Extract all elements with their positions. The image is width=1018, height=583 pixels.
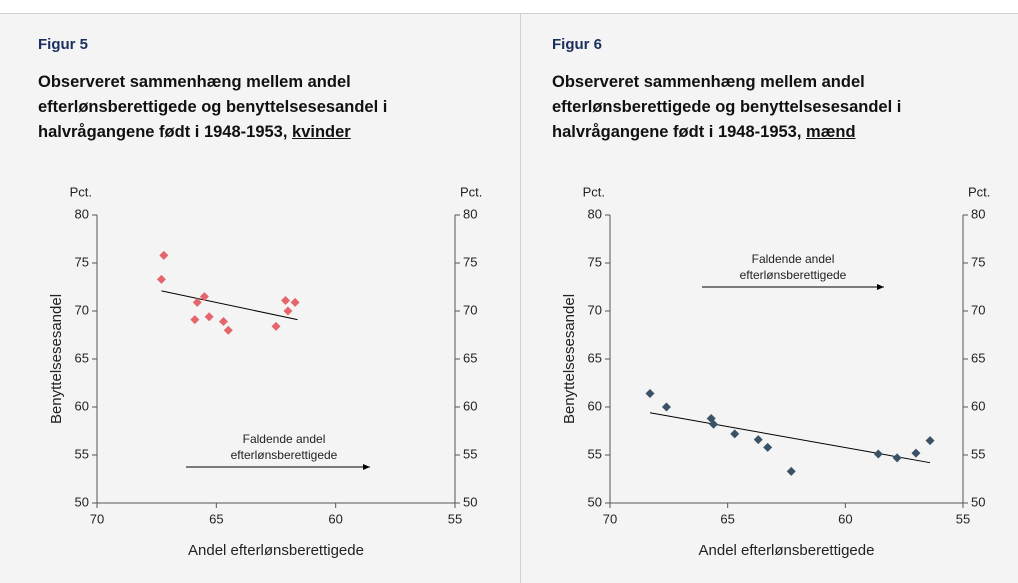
y-tick-label: 70 <box>75 302 89 317</box>
point <box>218 317 228 327</box>
x-tick-label: 65 <box>720 511 734 526</box>
point <box>645 389 655 399</box>
point <box>661 402 671 412</box>
annotation: Faldende andel <box>752 252 835 266</box>
y-tick-label: 65 <box>588 350 602 365</box>
y-tick-label: 80 <box>75 206 89 221</box>
point <box>156 274 166 284</box>
y-unit: Pct. <box>583 184 605 199</box>
point <box>159 250 169 260</box>
y-tick-label: 75 <box>588 254 602 269</box>
annotation: efterlønsberettigede <box>740 268 847 282</box>
point <box>271 321 281 331</box>
y2-tick-label: 80 <box>971 206 985 221</box>
annotation: efterlønsberettigede <box>231 448 338 462</box>
y2-tick-label: 70 <box>463 302 477 317</box>
point <box>753 435 763 445</box>
y-tick-label: 80 <box>588 206 602 221</box>
y2-unit: Pct. <box>968 184 990 199</box>
point <box>911 448 921 458</box>
y-tick-label: 60 <box>75 398 89 413</box>
divider <box>520 13 521 583</box>
y-tick-label: 55 <box>588 446 602 461</box>
y-tick-label: 60 <box>588 398 602 413</box>
title-emphasis: mænd <box>806 123 856 141</box>
point <box>873 449 883 459</box>
chart-title: Observeret sammenhæng mellem andel efter… <box>38 70 468 145</box>
y2-tick-label: 50 <box>463 494 477 509</box>
chart-title: Observeret sammenhæng mellem andel efter… <box>552 70 982 145</box>
title-emphasis: kvinder <box>292 123 351 141</box>
x-tick-label: 70 <box>603 511 617 526</box>
trend-line <box>161 290 298 321</box>
point <box>763 442 773 452</box>
point <box>283 306 293 316</box>
x-tick-label: 60 <box>838 511 852 526</box>
y-tick-label: 55 <box>75 446 89 461</box>
point <box>281 295 291 305</box>
title-text: Observeret sammenhæng mellem andel efter… <box>38 73 388 141</box>
y-axis-label: Benyttelsesesandel <box>48 294 65 424</box>
x-tick-label: 55 <box>956 511 970 526</box>
figure-label: Figur 5 <box>38 36 89 53</box>
y-tick-label: 50 <box>588 494 602 509</box>
y2-tick-label: 75 <box>463 254 477 269</box>
point <box>892 453 902 463</box>
point <box>204 312 214 322</box>
y2-tick-label: 55 <box>971 446 985 461</box>
x-tick-label: 55 <box>448 511 462 526</box>
point <box>223 325 233 335</box>
y2-tick-label: 65 <box>971 350 985 365</box>
y2-tick-label: 80 <box>463 206 477 221</box>
y2-tick-label: 50 <box>971 494 985 509</box>
y-tick-label: 50 <box>75 494 89 509</box>
y-axis-label: Benyttelsesesandel <box>561 294 578 424</box>
x-axis-label: Andel efterlønsberettigede <box>188 542 364 559</box>
figure-label: Figur 6 <box>552 36 603 53</box>
point <box>786 466 796 476</box>
x-axis-label: Andel efterlønsberettigede <box>699 542 875 559</box>
y2-tick-label: 60 <box>463 398 477 413</box>
point <box>199 292 209 302</box>
background <box>0 13 1018 583</box>
y-tick-label: 65 <box>75 350 89 365</box>
y2-tick-label: 75 <box>971 254 985 269</box>
y-tick-label: 70 <box>588 302 602 317</box>
y-unit: Pct. <box>70 184 92 199</box>
y-tick-label: 75 <box>75 254 89 269</box>
y2-tick-label: 60 <box>971 398 985 413</box>
point <box>925 436 935 446</box>
y2-unit: Pct. <box>460 184 482 199</box>
title-text: Observeret sammenhæng mellem andel efter… <box>552 73 902 141</box>
x-tick-label: 70 <box>90 511 104 526</box>
trend-line <box>649 412 931 464</box>
x-tick-label: 60 <box>328 511 342 526</box>
point <box>730 429 740 439</box>
point <box>192 297 202 307</box>
point <box>709 419 719 429</box>
point <box>290 297 300 307</box>
point <box>190 315 200 325</box>
y2-tick-label: 65 <box>463 350 477 365</box>
y2-tick-label: 70 <box>971 302 985 317</box>
y2-tick-label: 55 <box>463 446 477 461</box>
annotation: Faldende andel <box>243 432 326 446</box>
x-tick-label: 65 <box>209 511 223 526</box>
